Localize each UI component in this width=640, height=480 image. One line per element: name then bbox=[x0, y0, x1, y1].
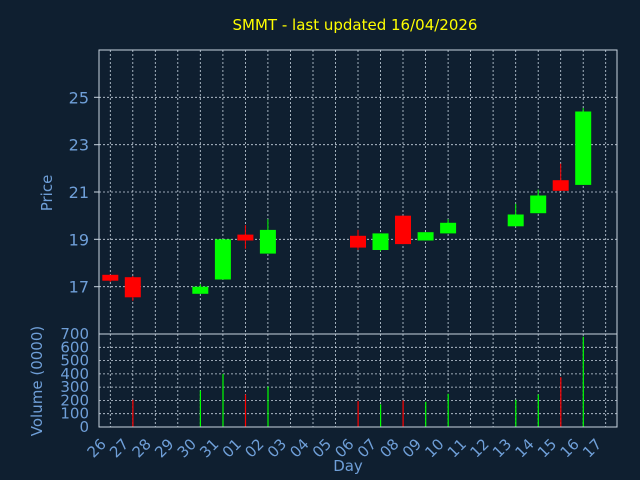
plot-frames bbox=[98, 49, 618, 428]
volume-bar-06 bbox=[357, 401, 359, 427]
volume-tick-label: 600 bbox=[60, 338, 89, 356]
volume-tick-label: 400 bbox=[60, 365, 89, 383]
price-tick-label: 25 bbox=[69, 88, 89, 107]
volume-tick-label: 700 bbox=[60, 325, 89, 343]
candle-body-31 bbox=[214, 239, 231, 280]
candle-body-10 bbox=[440, 222, 457, 234]
candle-body-16 bbox=[575, 111, 592, 185]
volume-bar-31 bbox=[222, 373, 224, 427]
candlestick-series bbox=[102, 108, 592, 301]
day-tick-labels: 2627282930310102030405060708091011121314… bbox=[84, 435, 606, 461]
volume-tick-label: 300 bbox=[60, 378, 89, 396]
candle-body-06 bbox=[350, 235, 366, 248]
volume-bar-07 bbox=[380, 404, 382, 427]
day-axis-label: Day bbox=[333, 457, 363, 475]
volume-axis-label: Volume (0000) bbox=[28, 326, 46, 436]
candle-body-26 bbox=[102, 274, 119, 281]
volume-bar-15 bbox=[560, 377, 562, 427]
chart-title: SMMT - last updated 16/04/2026 bbox=[233, 16, 478, 34]
volume-series bbox=[132, 336, 584, 427]
price-tick-labels: 17 19 21 23 25 bbox=[69, 88, 99, 297]
volume-bar-08 bbox=[402, 400, 404, 427]
volume-bar-27 bbox=[132, 399, 134, 427]
candle-body-09 bbox=[417, 232, 434, 241]
volume-bar-01 bbox=[244, 394, 247, 427]
candle-body-07 bbox=[372, 233, 389, 250]
volume-tick-label: 100 bbox=[60, 405, 89, 423]
volume-bar-13 bbox=[515, 399, 517, 427]
volume-bar-02 bbox=[267, 386, 269, 427]
volume-bar-14 bbox=[537, 394, 539, 427]
candle-body-01 bbox=[237, 234, 254, 241]
volume-tick-label: 0 bbox=[79, 418, 89, 436]
price-tick-label: 17 bbox=[69, 278, 89, 297]
candle-body-08 bbox=[395, 215, 411, 245]
price-tick-label: 23 bbox=[69, 136, 89, 155]
candle-body-30 bbox=[192, 286, 209, 294]
volume-tick-label: 500 bbox=[60, 352, 89, 370]
price-tick-label: 21 bbox=[69, 183, 89, 202]
volume-tick-label: 200 bbox=[60, 391, 89, 409]
candle-body-13 bbox=[507, 214, 524, 227]
candle-body-02 bbox=[259, 229, 276, 254]
volume-bar-30 bbox=[199, 390, 201, 427]
volume-bar-10 bbox=[447, 393, 449, 427]
volume-bar-16 bbox=[582, 336, 584, 427]
volume-plot-frame bbox=[98, 333, 618, 428]
price-tick-label: 19 bbox=[69, 230, 89, 249]
price-axis-label: Price bbox=[38, 175, 56, 212]
candle-body-15 bbox=[552, 180, 569, 191]
volume-bar-09 bbox=[425, 401, 427, 427]
candle-body-14 bbox=[530, 195, 547, 214]
candle-body-27 bbox=[124, 277, 141, 298]
